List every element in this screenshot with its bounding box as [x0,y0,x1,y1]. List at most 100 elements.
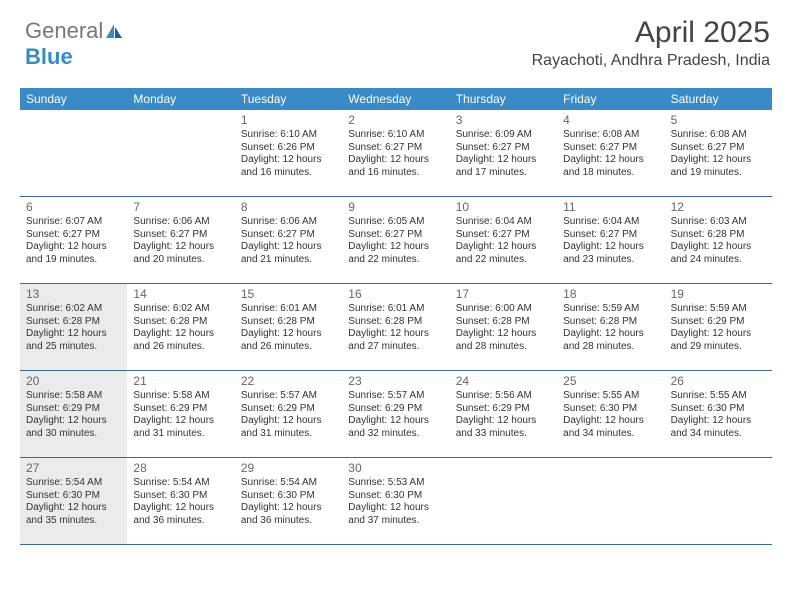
day-cell: 25Sunrise: 5:55 AMSunset: 6:30 PMDayligh… [557,371,664,457]
day-cell: 3Sunrise: 6:09 AMSunset: 6:27 PMDaylight… [450,110,557,196]
daylight-text: Daylight: 12 hours and 21 minutes. [241,241,336,266]
day-number: 26 [671,374,766,389]
calendar-page: General Blue April 2025 Rayachoti, Andhr… [0,0,792,612]
day-number: 23 [348,374,443,389]
day-cell-blank [557,458,664,544]
sunrise-text: Sunrise: 5:55 AM [563,390,658,403]
day-cell: 29Sunrise: 5:54 AMSunset: 6:30 PMDayligh… [235,458,342,544]
day-cell-blank [450,458,557,544]
sunrise-text: Sunrise: 6:06 AM [133,216,228,229]
sunset-text: Sunset: 6:30 PM [26,490,121,503]
day-cell-blank [127,110,234,196]
sunset-text: Sunset: 6:27 PM [456,142,551,155]
weeks-container: 1Sunrise: 6:10 AMSunset: 6:26 PMDaylight… [20,110,772,545]
sunset-text: Sunset: 6:27 PM [456,229,551,242]
day-number: 13 [26,287,121,302]
sunrise-text: Sunrise: 5:56 AM [456,390,551,403]
daylight-text: Daylight: 12 hours and 33 minutes. [456,415,551,440]
sunset-text: Sunset: 6:27 PM [26,229,121,242]
sunrise-text: Sunrise: 5:59 AM [671,303,766,316]
day-cell: 26Sunrise: 5:55 AMSunset: 6:30 PMDayligh… [665,371,772,457]
day-number: 8 [241,200,336,215]
sunrise-text: Sunrise: 6:05 AM [348,216,443,229]
sunrise-text: Sunrise: 6:09 AM [456,129,551,142]
daylight-text: Daylight: 12 hours and 36 minutes. [133,502,228,527]
sunset-text: Sunset: 6:30 PM [241,490,336,503]
day-cell: 21Sunrise: 5:58 AMSunset: 6:29 PMDayligh… [127,371,234,457]
day-number: 25 [563,374,658,389]
day-number: 1 [241,113,336,128]
sunset-text: Sunset: 6:26 PM [241,142,336,155]
day-cell: 1Sunrise: 6:10 AMSunset: 6:26 PMDaylight… [235,110,342,196]
sunset-text: Sunset: 6:29 PM [26,403,121,416]
day-number: 2 [348,113,443,128]
sunrise-text: Sunrise: 6:01 AM [241,303,336,316]
sunset-text: Sunset: 6:30 PM [348,490,443,503]
week-row: 6Sunrise: 6:07 AMSunset: 6:27 PMDaylight… [20,197,772,284]
logo: General Blue [25,18,123,70]
day-cell-blank [20,110,127,196]
sunrise-text: Sunrise: 6:10 AM [348,129,443,142]
day-cell: 22Sunrise: 5:57 AMSunset: 6:29 PMDayligh… [235,371,342,457]
daylight-text: Daylight: 12 hours and 31 minutes. [241,415,336,440]
day-cell: 15Sunrise: 6:01 AMSunset: 6:28 PMDayligh… [235,284,342,370]
day-number: 3 [456,113,551,128]
sunrise-text: Sunrise: 6:06 AM [241,216,336,229]
daylight-text: Daylight: 12 hours and 36 minutes. [241,502,336,527]
sunrise-text: Sunrise: 6:01 AM [348,303,443,316]
sunset-text: Sunset: 6:29 PM [671,316,766,329]
daylight-text: Daylight: 12 hours and 28 minutes. [456,328,551,353]
sunrise-text: Sunrise: 6:02 AM [26,303,121,316]
day-cell: 30Sunrise: 5:53 AMSunset: 6:30 PMDayligh… [342,458,449,544]
weekday-header: Thursday [450,88,557,110]
day-cell: 4Sunrise: 6:08 AMSunset: 6:27 PMDaylight… [557,110,664,196]
day-number: 28 [133,461,228,476]
sunset-text: Sunset: 6:27 PM [348,229,443,242]
weekday-header: Tuesday [235,88,342,110]
daylight-text: Daylight: 12 hours and 24 minutes. [671,241,766,266]
day-number: 20 [26,374,121,389]
day-cell: 6Sunrise: 6:07 AMSunset: 6:27 PMDaylight… [20,197,127,283]
sunset-text: Sunset: 6:28 PM [348,316,443,329]
day-number: 17 [456,287,551,302]
daylight-text: Daylight: 12 hours and 19 minutes. [26,241,121,266]
month-title: April 2025 [532,16,770,50]
daylight-text: Daylight: 12 hours and 22 minutes. [456,241,551,266]
sunrise-text: Sunrise: 6:00 AM [456,303,551,316]
daylight-text: Daylight: 12 hours and 30 minutes. [26,415,121,440]
weekday-header: Monday [127,88,234,110]
sunrise-text: Sunrise: 5:58 AM [26,390,121,403]
sunrise-text: Sunrise: 5:57 AM [241,390,336,403]
day-cell: 28Sunrise: 5:54 AMSunset: 6:30 PMDayligh… [127,458,234,544]
day-number: 11 [563,200,658,215]
daylight-text: Daylight: 12 hours and 28 minutes. [563,328,658,353]
sunset-text: Sunset: 6:27 PM [563,229,658,242]
daylight-text: Daylight: 12 hours and 20 minutes. [133,241,228,266]
sunset-text: Sunset: 6:28 PM [671,229,766,242]
daylight-text: Daylight: 12 hours and 26 minutes. [133,328,228,353]
sunset-text: Sunset: 6:28 PM [563,316,658,329]
day-cell: 17Sunrise: 6:00 AMSunset: 6:28 PMDayligh… [450,284,557,370]
location-label: Rayachoti, Andhra Pradesh, India [532,52,770,70]
day-cell: 10Sunrise: 6:04 AMSunset: 6:27 PMDayligh… [450,197,557,283]
sunset-text: Sunset: 6:27 PM [671,142,766,155]
day-number: 14 [133,287,228,302]
sunrise-text: Sunrise: 5:54 AM [241,477,336,490]
day-cell: 11Sunrise: 6:04 AMSunset: 6:27 PMDayligh… [557,197,664,283]
daylight-text: Daylight: 12 hours and 19 minutes. [671,154,766,179]
sunset-text: Sunset: 6:29 PM [348,403,443,416]
day-cell: 8Sunrise: 6:06 AMSunset: 6:27 PMDaylight… [235,197,342,283]
day-cell: 7Sunrise: 6:06 AMSunset: 6:27 PMDaylight… [127,197,234,283]
daylight-text: Daylight: 12 hours and 16 minutes. [348,154,443,179]
sunrise-text: Sunrise: 6:10 AM [241,129,336,142]
sunrise-text: Sunrise: 5:59 AM [563,303,658,316]
sunset-text: Sunset: 6:29 PM [456,403,551,416]
daylight-text: Daylight: 12 hours and 34 minutes. [563,415,658,440]
weekday-header: Friday [557,88,664,110]
sunrise-text: Sunrise: 6:04 AM [563,216,658,229]
day-cell: 9Sunrise: 6:05 AMSunset: 6:27 PMDaylight… [342,197,449,283]
day-cell: 20Sunrise: 5:58 AMSunset: 6:29 PMDayligh… [20,371,127,457]
day-cell: 14Sunrise: 6:02 AMSunset: 6:28 PMDayligh… [127,284,234,370]
sunrise-text: Sunrise: 5:53 AM [348,477,443,490]
week-row: 27Sunrise: 5:54 AMSunset: 6:30 PMDayligh… [20,458,772,545]
